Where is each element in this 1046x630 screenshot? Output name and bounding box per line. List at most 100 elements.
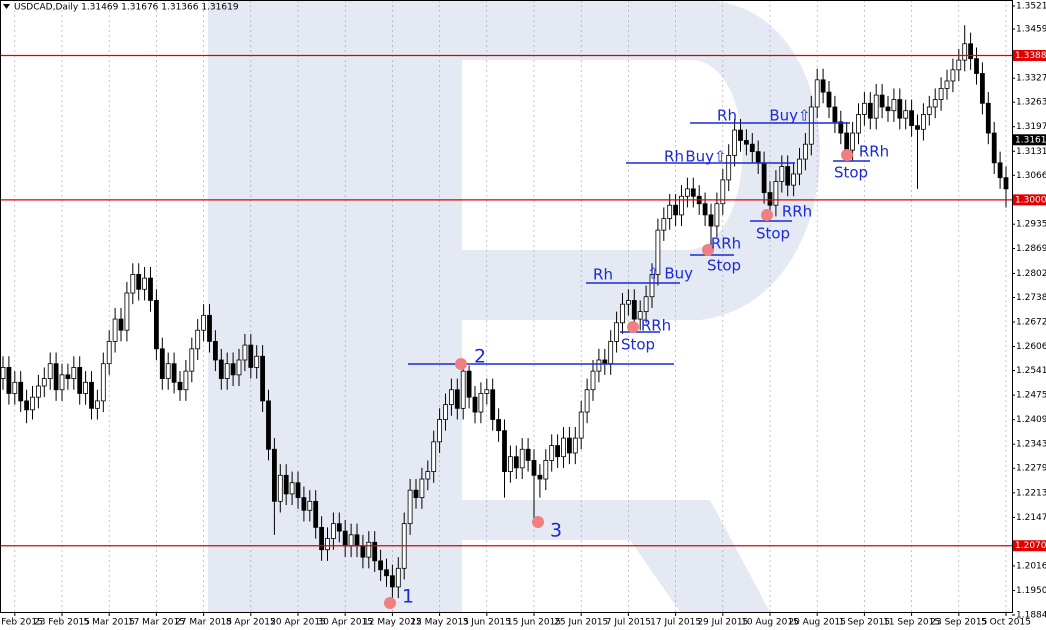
last-price-box	[1013, 134, 1046, 146]
candle-body	[891, 99, 897, 112]
candle-body	[218, 359, 224, 379]
candle-body	[962, 43, 968, 61]
candle-body	[0, 367, 6, 379]
candle-body	[738, 129, 743, 141]
candle-body	[543, 460, 549, 480]
candle-body	[18, 381, 24, 402]
candle-body	[153, 300, 159, 350]
candle-body	[938, 88, 944, 100]
candle-body	[271, 448, 277, 502]
candle-body	[956, 59, 962, 71]
x-tick-label: 17 Mar 2015	[128, 618, 185, 628]
candle-body	[130, 274, 136, 294]
candle-body	[254, 355, 260, 368]
point	[384, 597, 396, 609]
y-tick-label: 1.22790	[1016, 464, 1046, 474]
x-tick-label: 17 Jul 2015	[650, 618, 701, 628]
candle-body	[944, 80, 950, 89]
x-tick-label: 8 Apr 2015	[226, 618, 276, 628]
y-tick-label: 1.28025	[1016, 269, 1046, 279]
candle-body	[372, 541, 378, 562]
candle-body	[525, 448, 531, 461]
last-price-label: 1.31619	[1015, 135, 1046, 145]
candle-body	[295, 482, 301, 499]
candle-body	[885, 106, 891, 112]
level-lines	[408, 122, 870, 365]
x-tick-label: 7 Jul 2015	[606, 618, 651, 628]
candle-body	[419, 478, 425, 499]
candle-body	[631, 300, 637, 320]
candle-body	[89, 381, 94, 409]
candle-body	[814, 79, 820, 108]
annotation: Buy⇧	[685, 148, 726, 166]
candle-body	[490, 389, 496, 420]
candle-body	[277, 474, 283, 502]
candle-body	[41, 378, 47, 387]
candle-body	[454, 389, 460, 409]
candle-body	[336, 523, 342, 532]
y-tick-label: 1.26720	[1016, 318, 1046, 328]
price-label-box	[1013, 540, 1046, 552]
candle-body	[348, 534, 354, 547]
candle-body	[974, 58, 979, 74]
candle-body	[12, 381, 18, 394]
candle-body	[431, 441, 437, 472]
y-tick-label: 1.27380	[1016, 293, 1046, 303]
y-tick-label: 1.18845	[1016, 611, 1046, 621]
candle-body	[590, 370, 596, 391]
annotation: 3	[550, 520, 562, 542]
candle-body	[354, 534, 360, 547]
candle-body	[785, 166, 791, 186]
candle-body	[567, 437, 572, 454]
candle-body	[596, 359, 602, 372]
annotation: RRh	[859, 143, 889, 161]
candle-body	[53, 363, 59, 391]
candle-body	[242, 344, 248, 361]
candle-body	[749, 143, 755, 153]
candle-body	[578, 411, 584, 439]
candle-body	[212, 340, 218, 361]
annotation: Buy⇧	[769, 107, 810, 125]
y-tick-label: 1.24095	[1016, 415, 1046, 425]
y-tick-label: 1.28695	[1016, 244, 1046, 254]
y-tick-label: 1.31310	[1016, 147, 1046, 157]
candle-body	[862, 102, 867, 115]
y-tick-label: 1.24755	[1016, 391, 1046, 401]
candle-body	[626, 300, 631, 305]
candle-body	[195, 329, 201, 350]
candle-body	[148, 277, 153, 301]
candles	[0, 25, 1009, 600]
candle-body	[413, 489, 419, 499]
y-tick-label: 1.34595	[1016, 25, 1046, 35]
candle-body	[77, 367, 83, 394]
annotation: Stop	[621, 336, 655, 354]
price-label-box	[1013, 49, 1046, 61]
points	[384, 149, 853, 609]
candle-body	[932, 99, 938, 108]
candle-body	[289, 482, 295, 495]
candle-body	[614, 322, 619, 342]
y-tick-label: 1.32630	[1016, 98, 1046, 108]
candle-body	[360, 545, 366, 558]
x-tick-label: 10 Aug 2015	[741, 618, 799, 628]
price-label: 1.33885	[1015, 51, 1046, 61]
candle-body	[484, 389, 490, 394]
candle-body	[915, 125, 920, 130]
annotation: ⇧ Buy	[647, 265, 693, 283]
x-tick-label: 23 Sep 2015	[930, 618, 987, 628]
candle-body	[732, 129, 737, 156]
x-tick-label: 11 Sep 2015	[883, 618, 940, 628]
candle-body	[30, 396, 35, 411]
candle-body	[384, 569, 389, 577]
x-tick-label: 22 May 2015	[410, 618, 469, 628]
candle-body	[183, 370, 189, 391]
candle-body	[366, 541, 372, 558]
candle-body	[968, 43, 973, 60]
candle-body	[6, 367, 12, 394]
watermark	[462, 500, 770, 612]
point	[532, 516, 544, 528]
y-tick-label: 1.33275	[1016, 74, 1046, 84]
candle-body	[856, 114, 861, 134]
